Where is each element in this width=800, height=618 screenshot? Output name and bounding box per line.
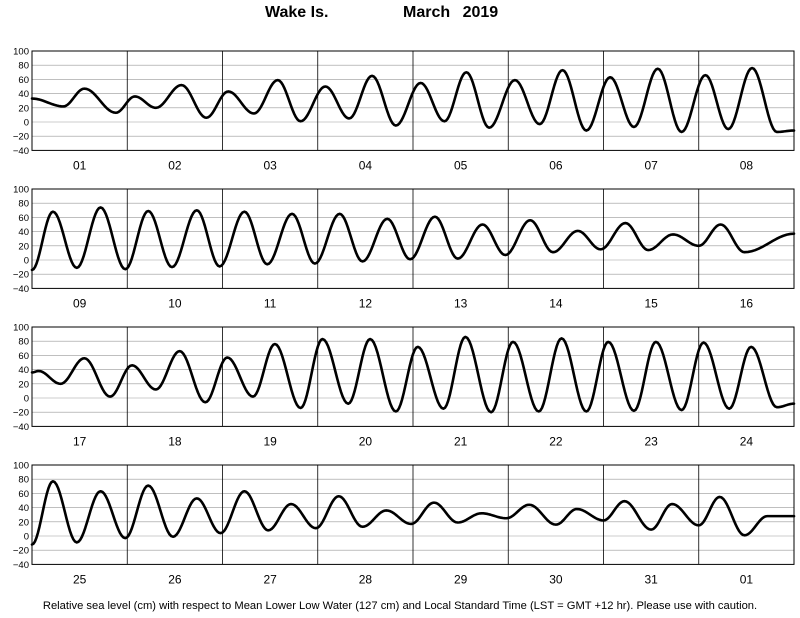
y-tick-label: 60 <box>18 75 29 86</box>
panel-frame <box>31 50 795 151</box>
day-label: 11 <box>264 296 277 310</box>
day-label: 18 <box>168 434 182 448</box>
day-label: 24 <box>740 434 754 448</box>
y-tick-label: 60 <box>18 351 29 362</box>
day-label: 28 <box>359 572 373 586</box>
y-tick-label: −40 <box>13 422 29 433</box>
day-label: 08 <box>740 158 754 172</box>
day-label: 05 <box>454 158 468 172</box>
panel-frame <box>31 188 795 289</box>
y-tick-label: 100 <box>13 185 29 196</box>
day-label: 16 <box>740 296 754 310</box>
panel-frame <box>31 464 795 565</box>
day-label: 06 <box>549 158 563 172</box>
day-label: 07 <box>644 158 658 172</box>
day-label: 03 <box>263 158 277 172</box>
day-label: 12 <box>359 296 373 310</box>
chart-title: Wake Is. March 2019 <box>0 4 800 26</box>
y-tick-label: −20 <box>13 132 29 143</box>
tide-curve <box>30 480 796 546</box>
y-tick-label: 60 <box>18 213 29 224</box>
chart-period: March 2019 <box>403 4 499 21</box>
day-label: 29 <box>454 572 468 586</box>
day-label: 10 <box>168 296 182 310</box>
y-tick-label: 40 <box>18 503 29 514</box>
y-tick-label: −20 <box>13 546 29 557</box>
y-tick-label: 0 <box>24 256 29 267</box>
y-tick-label: 80 <box>18 199 29 210</box>
day-label: 01 <box>740 572 754 586</box>
day-label: 22 <box>549 434 563 448</box>
day-label: 04 <box>359 158 373 172</box>
y-tick-label: 20 <box>18 517 29 528</box>
y-tick-label: 100 <box>13 323 29 334</box>
day-label: 31 <box>644 572 658 586</box>
y-tick-label: 20 <box>18 379 29 390</box>
y-tick-label: 100 <box>13 47 29 58</box>
y-tick-label: 20 <box>18 103 29 114</box>
y-tick-label: −20 <box>13 270 29 281</box>
chart-footer-note: Relative sea level (cm) with respect to … <box>42 600 758 612</box>
y-tick-label: −40 <box>13 284 29 295</box>
y-tick-label: 80 <box>18 337 29 348</box>
y-tick-label: 60 <box>18 489 29 500</box>
y-tick-label: −40 <box>13 146 29 157</box>
day-label: 20 <box>359 434 373 448</box>
panel-frame <box>31 326 795 427</box>
day-label: 23 <box>644 434 658 448</box>
y-tick-label: −40 <box>13 560 29 571</box>
y-tick-label: 80 <box>18 61 29 72</box>
y-tick-label: 0 <box>24 118 29 129</box>
tide-curve <box>30 66 796 134</box>
y-tick-label: 0 <box>24 394 29 405</box>
day-label: 15 <box>644 296 658 310</box>
y-tick-label: 40 <box>18 227 29 238</box>
day-label: 17 <box>73 434 87 448</box>
y-tick-label: 100 <box>13 461 29 472</box>
tide-curve <box>30 206 796 272</box>
day-label: 21 <box>454 434 468 448</box>
y-tick-label: 80 <box>18 475 29 486</box>
day-label: 09 <box>73 296 87 310</box>
y-tick-label: 0 <box>24 532 29 543</box>
y-tick-label: 40 <box>18 89 29 100</box>
y-tick-label: 40 <box>18 365 29 376</box>
day-label: 13 <box>454 296 468 310</box>
day-label: 02 <box>168 158 182 172</box>
y-tick-label: −20 <box>13 408 29 419</box>
day-label: 19 <box>263 434 277 448</box>
day-label: 14 <box>549 296 563 310</box>
day-label: 30 <box>549 572 563 586</box>
day-label: 27 <box>263 572 277 586</box>
day-label: 25 <box>73 572 87 586</box>
y-tick-label: 20 <box>18 241 29 252</box>
day-label: 26 <box>168 572 182 586</box>
station-name: Wake Is. <box>265 4 329 21</box>
tide-curve <box>30 335 796 414</box>
day-label: 01 <box>73 158 87 172</box>
